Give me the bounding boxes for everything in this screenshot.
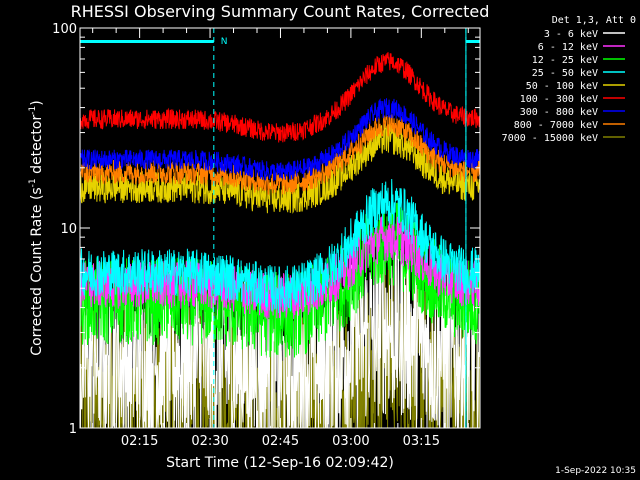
flag-bar [465, 40, 480, 43]
series-line-100-300keV [80, 52, 480, 143]
x-tick-label: 03:00 [332, 434, 369, 449]
flag-label: N [221, 37, 228, 47]
legend-label: 800 - 7000 keV [514, 120, 598, 131]
x-tick-label: 02:15 [121, 434, 158, 449]
y-axis-label-mid: detector [29, 115, 45, 179]
y-axis-ticks: 1 10 100 [52, 22, 480, 437]
y-axis-label-sup2: -1 [28, 106, 38, 115]
y-axis-label-end: ) [29, 100, 45, 105]
legend-label: 12 - 25 keV [532, 55, 598, 66]
flag-bar [80, 40, 214, 43]
legend-label: 6 - 12 keV [538, 42, 598, 53]
series-line-300-800keV [80, 98, 480, 181]
legend-label: 50 - 100 keV [526, 81, 598, 92]
legend: Det 1,3, Att 0 3 - 6 keV 6 - 12 keV 12 - 2… [502, 15, 636, 144]
y-axis-label-sup1: -1 [28, 178, 38, 187]
footer-timestamp: 1-Sep-2022 10:35 [555, 466, 636, 476]
x-tick-label: 02:45 [262, 434, 299, 449]
legend-label: 100 - 300 keV [520, 94, 598, 105]
x-axis-label: Start Time (12-Sep-16 02:09:42) [166, 455, 394, 471]
series-line-50-100keV [80, 122, 480, 214]
series-line-12-25keV [80, 201, 480, 358]
series-line-6-12keV [80, 214, 480, 320]
y-tick-label: 100 [52, 22, 77, 37]
legend-label: 300 - 800 keV [520, 107, 598, 118]
legend-label: 7000 - 15000 keV [502, 133, 598, 144]
y-axis-label: Corrected Count Rate (s-1 detector-1) [28, 100, 45, 355]
legend-label: 25 - 50 keV [532, 68, 598, 79]
x-tick-label: 02:30 [191, 434, 228, 449]
plot-area: N [80, 28, 480, 428]
y-tick-label: 1 [69, 422, 77, 437]
y-tick-label: 10 [60, 222, 77, 237]
legend-label: 3 - 6 keV [544, 29, 598, 40]
x-tick-label: 03:15 [403, 434, 440, 449]
y-axis-label-main: Corrected Count Rate (s [29, 187, 45, 355]
legend-header: Det 1,3, Att 0 [552, 15, 636, 26]
series-line-25-50keV [80, 178, 480, 314]
series-line-800-7000keV [80, 113, 480, 195]
x-axis-ticks: 02:15 02:30 02:45 03:00 03:15 [92, 28, 469, 449]
chart-title: RHESSI Observing Summary Count Rates, Co… [71, 2, 490, 21]
